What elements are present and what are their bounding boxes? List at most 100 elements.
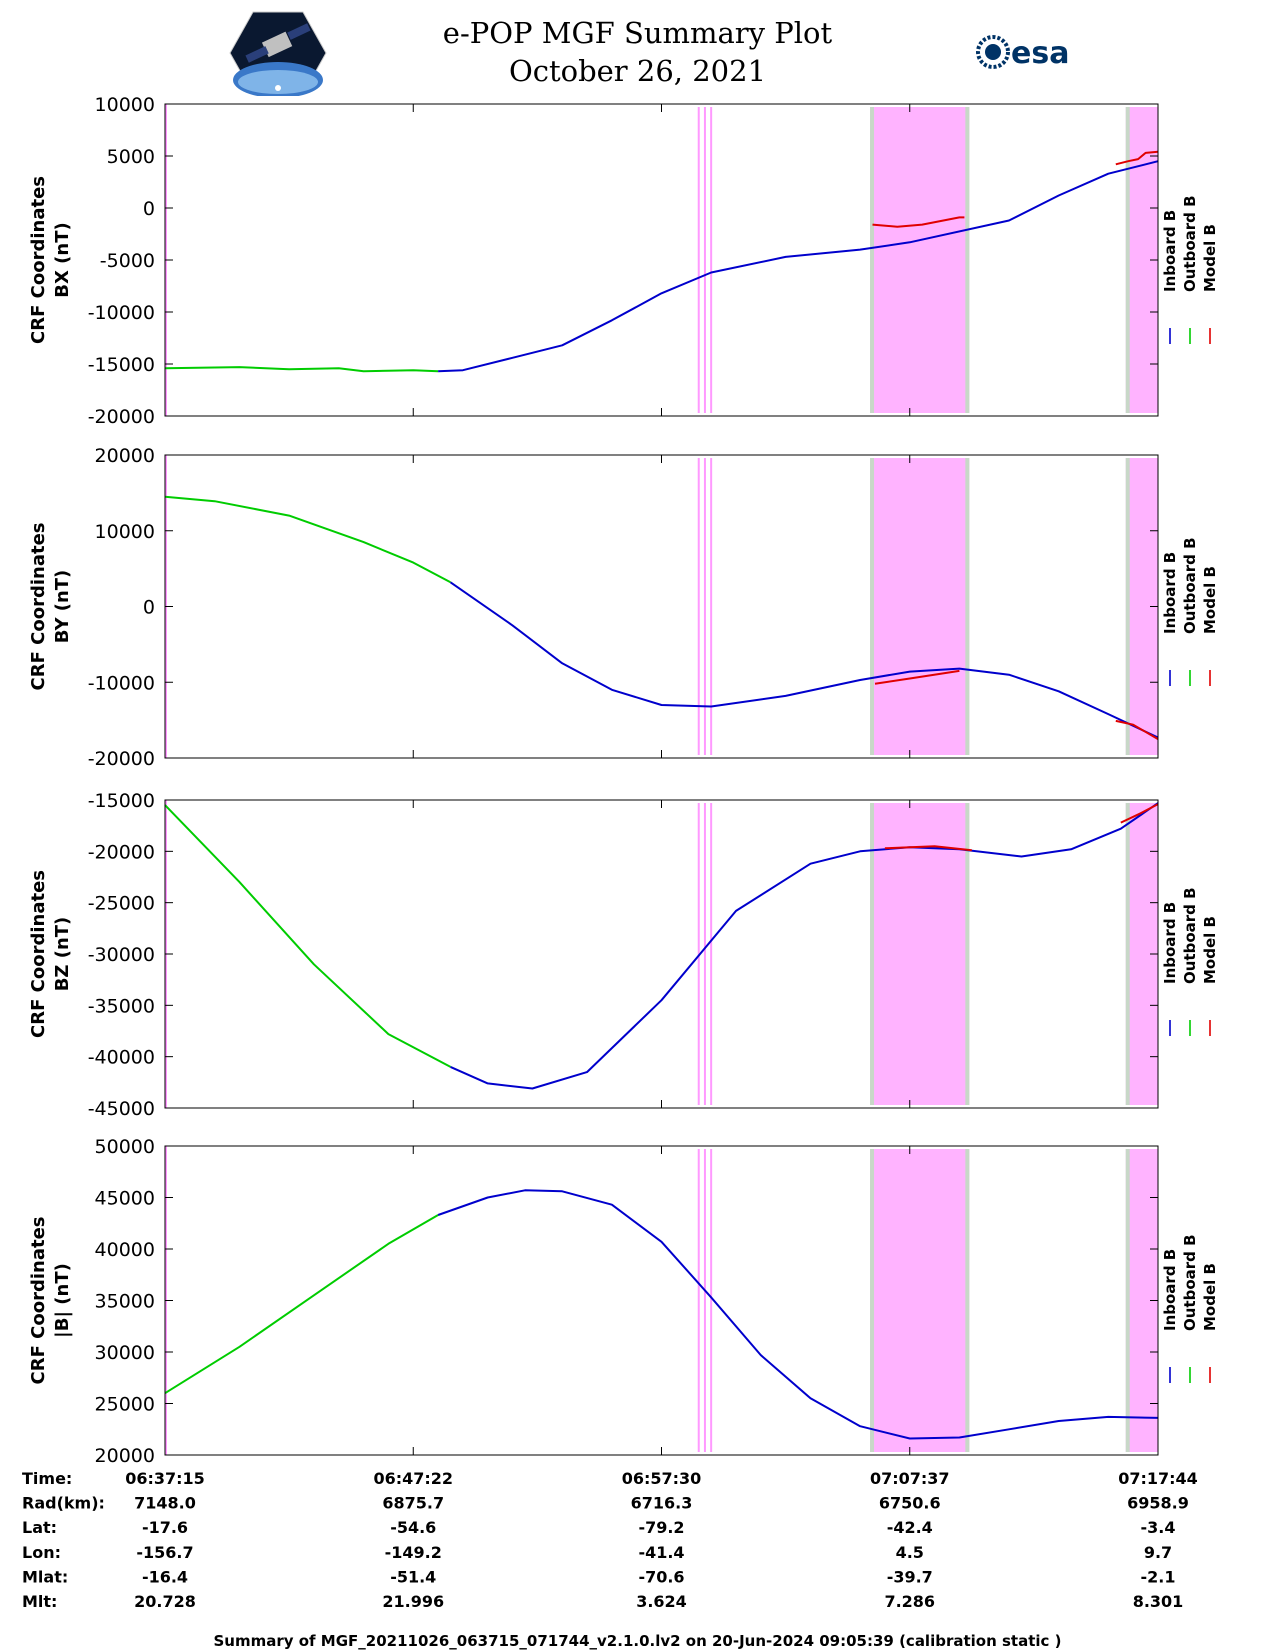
info-cell: 06:57:30 bbox=[622, 1469, 702, 1488]
legend-label-model-b: Model B bbox=[1201, 566, 1219, 634]
info-cell: -42.4 bbox=[887, 1518, 933, 1537]
info-cell: 07:17:44 bbox=[1118, 1469, 1198, 1488]
shaded-band-edge bbox=[1125, 107, 1130, 413]
info-cell: 6716.3 bbox=[631, 1494, 693, 1513]
info-cell: 07:07:37 bbox=[870, 1469, 950, 1488]
y-axis-label-line-2: BY (nT) bbox=[52, 570, 73, 644]
info-row-label: Time: bbox=[22, 1469, 72, 1488]
info-cell: -41.4 bbox=[638, 1543, 684, 1562]
legend-label-model-b: Model B bbox=[1201, 916, 1219, 984]
shaded-band-edge bbox=[965, 1149, 970, 1452]
info-row-label: Mlt: bbox=[22, 1592, 57, 1611]
legend-label-outboard-b: Outboard B bbox=[1181, 887, 1199, 984]
series-line-inboard-b bbox=[450, 802, 1159, 1090]
y-tick-label: 35000 bbox=[95, 1291, 155, 1313]
y-axis-label-line-2: BZ (nT) bbox=[52, 917, 73, 992]
y-tick-label: 10000 bbox=[95, 521, 155, 543]
series-line-model-b bbox=[874, 669, 960, 685]
info-cell: -149.2 bbox=[385, 1543, 442, 1562]
y-tick-label: -20000 bbox=[88, 406, 155, 428]
shaded-band-edge bbox=[870, 803, 875, 1105]
shaded-band bbox=[870, 458, 970, 755]
y-tick-label: 20000 bbox=[95, 1445, 155, 1467]
y-tick-label: 50000 bbox=[95, 1136, 155, 1158]
shaded-band-edge bbox=[965, 803, 970, 1105]
y-tick-label: 0 bbox=[143, 198, 155, 220]
y-tick-label: 45000 bbox=[95, 1188, 155, 1210]
y-tick-label: -10000 bbox=[88, 672, 155, 694]
info-cell: -2.1 bbox=[1141, 1567, 1176, 1586]
shaded-band-edge bbox=[1125, 1149, 1130, 1452]
chart-panel-4: 50000 45000 40000 35000 30000 25000 20000 CRF C… bbox=[28, 1136, 1219, 1467]
chart-panel-3: -15000 -20000 -25000 -30000 -35000 -40000 -450… bbox=[28, 790, 1219, 1120]
y-axis-label-line-1: CRF Coordinates bbox=[28, 1217, 49, 1385]
legend-label-outboard-b: Outboard B bbox=[1181, 195, 1199, 292]
series-line-inboard-b bbox=[449, 581, 1159, 739]
y-tick-label: 30000 bbox=[95, 1342, 155, 1364]
info-cell: 9.7 bbox=[1144, 1543, 1172, 1562]
y-tick-label: -35000 bbox=[88, 995, 155, 1017]
legend-label-inboard-b: Inboard B bbox=[1161, 552, 1179, 634]
info-cell: 3.624 bbox=[636, 1592, 687, 1611]
y-tick-label: 5000 bbox=[107, 146, 155, 168]
y-tick-label: 0 bbox=[143, 597, 155, 619]
info-cell: 7.286 bbox=[884, 1592, 935, 1611]
info-cell: -156.7 bbox=[136, 1543, 193, 1562]
y-tick-label: -20000 bbox=[88, 841, 155, 863]
series-line-outboard-b bbox=[164, 495, 451, 584]
info-cell: -70.6 bbox=[638, 1567, 684, 1586]
y-tick-label: -30000 bbox=[88, 944, 155, 966]
y-tick-label: -15000 bbox=[88, 790, 155, 812]
series-line-model-b bbox=[1115, 719, 1159, 740]
legend-label-outboard-b: Outboard B bbox=[1181, 537, 1199, 634]
esa-logo: esa bbox=[976, 35, 1069, 71]
title-line-1: e-POP MGF Summary Plot bbox=[442, 16, 833, 50]
shaded-band-edge bbox=[965, 107, 970, 413]
info-cell: 06:37:15 bbox=[125, 1469, 205, 1488]
plot-frame bbox=[164, 1145, 1159, 1456]
shaded-band bbox=[870, 107, 970, 413]
y-tick-label: -45000 bbox=[88, 1098, 155, 1120]
y-tick-label: -15000 bbox=[88, 354, 155, 376]
info-cell: -39.7 bbox=[887, 1567, 933, 1586]
plot-frame bbox=[164, 454, 1159, 759]
info-row-label: Lon: bbox=[22, 1543, 61, 1562]
chart-panel-2: 20000 10000 0 -10000 -20000 CRF Coordinates BY… bbox=[28, 445, 1219, 770]
y-tick-label: -25000 bbox=[88, 893, 155, 915]
shaded-band-edge bbox=[870, 107, 875, 413]
info-cell: -16.4 bbox=[142, 1567, 188, 1586]
info-cell: -79.2 bbox=[638, 1518, 684, 1537]
info-cell: -54.6 bbox=[390, 1518, 436, 1537]
y-tick-label: 40000 bbox=[95, 1239, 155, 1261]
shaded-band-edge bbox=[1125, 458, 1130, 755]
shaded-band bbox=[870, 803, 970, 1105]
y-tick-label: -20000 bbox=[88, 748, 155, 770]
y-tick-label: -5000 bbox=[100, 250, 155, 272]
info-cell: 6958.9 bbox=[1127, 1494, 1189, 1513]
footer-summary: Summary of MGF_20211026_063715_071744_v2… bbox=[213, 1632, 1062, 1650]
orbit-info-table: Time: Rad(km): Lat: Lon: Mlat: Mlt: 06:37:15 71… bbox=[22, 1469, 1198, 1611]
series-line-inboard-b bbox=[437, 1189, 1159, 1440]
y-axis-label-line-1: CRF Coordinates bbox=[28, 523, 49, 691]
legend-label-outboard-b: Outboard B bbox=[1181, 1234, 1199, 1331]
title-line-2: October 26, 2021 bbox=[508, 54, 767, 88]
info-cell: 20.728 bbox=[134, 1592, 196, 1611]
cassiope-logo bbox=[229, 11, 327, 96]
legend-label-inboard-b: Inboard B bbox=[1161, 210, 1179, 292]
info-cell: -51.4 bbox=[390, 1567, 436, 1586]
info-cell: -17.6 bbox=[142, 1518, 188, 1537]
series-line-outboard-b bbox=[164, 804, 451, 1068]
plot-frame bbox=[164, 799, 1159, 1109]
series-line-inboard-b bbox=[438, 160, 1159, 373]
series-line-outboard-b bbox=[164, 1214, 439, 1395]
shaded-band-edge bbox=[965, 458, 970, 755]
shaded-band bbox=[870, 1149, 970, 1452]
info-row-label: Lat: bbox=[22, 1518, 57, 1537]
series-line-model-b bbox=[884, 845, 972, 852]
info-cell: 7148.0 bbox=[134, 1494, 196, 1513]
y-tick-label: -10000 bbox=[88, 302, 155, 324]
page-title: e-POP MGF Summary Plot October 26, 2021 bbox=[0, 14, 1275, 90]
info-cell: 4.5 bbox=[896, 1543, 924, 1562]
legend-label-inboard-b: Inboard B bbox=[1161, 1249, 1179, 1331]
